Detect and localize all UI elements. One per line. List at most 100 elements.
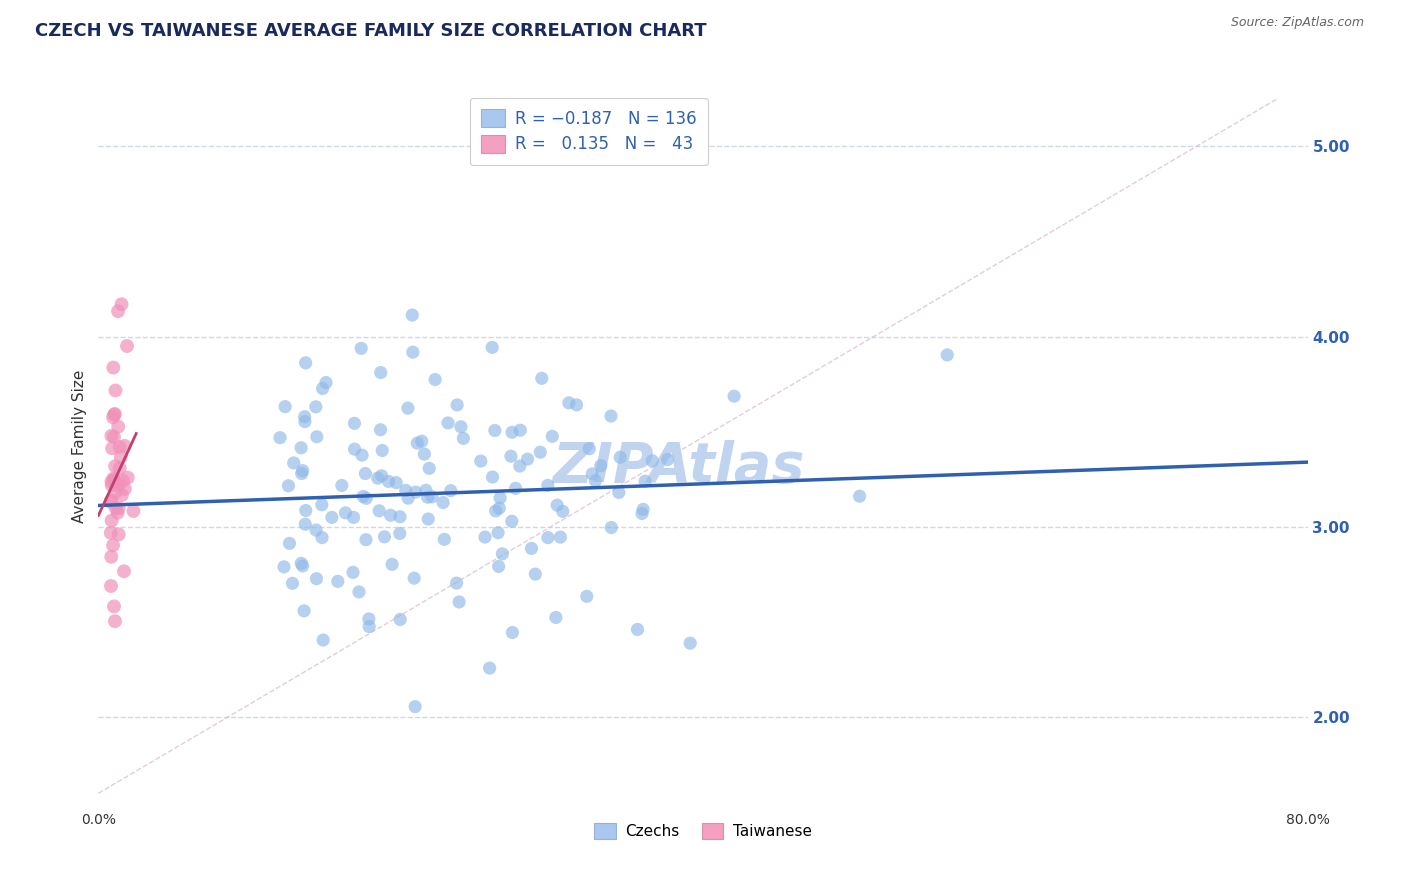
Point (370, 366, 392, 380)
Point (292, 604, 315, 618)
Point (305, 400, 328, 414)
Point (578, 442, 600, 456)
Point (402, 345, 425, 359)
Point (491, 547, 513, 561)
Point (305, 430, 328, 444)
Point (446, 398, 468, 412)
Point (104, 614, 127, 628)
Point (274, 400, 297, 414)
Point (371, 443, 394, 458)
Point (103, 599, 125, 614)
Point (641, 454, 664, 468)
Point (432, 495, 454, 509)
Point (413, 447, 436, 461)
Point (343, 417, 366, 431)
Point (449, 595, 471, 609)
Point (388, 526, 411, 541)
Point (103, 471, 125, 485)
Point (305, 572, 328, 586)
Point (350, 342, 373, 356)
Point (396, 401, 419, 416)
Point (385, 475, 408, 490)
Point (294, 356, 316, 370)
Point (359, 619, 381, 633)
Point (291, 467, 314, 481)
Point (474, 530, 496, 544)
Point (423, 372, 446, 386)
Point (440, 483, 463, 498)
Point (277, 479, 299, 493)
Point (281, 576, 304, 591)
Point (657, 452, 679, 467)
Point (446, 576, 468, 591)
Point (110, 297, 132, 311)
Point (115, 339, 138, 353)
Point (470, 454, 492, 468)
Point (537, 478, 560, 492)
Point (100, 495, 122, 509)
Point (104, 407, 127, 421)
Point (544, 610, 567, 624)
Point (936, 348, 959, 362)
Point (103, 360, 125, 375)
Point (335, 506, 357, 520)
Point (290, 557, 312, 571)
Point (122, 504, 145, 518)
Point (100, 525, 122, 540)
Point (437, 416, 460, 430)
Point (501, 425, 523, 440)
Point (107, 501, 129, 516)
Point (104, 474, 127, 488)
Point (411, 434, 433, 449)
Point (529, 445, 551, 459)
Point (104, 384, 127, 398)
Point (370, 468, 392, 483)
Point (326, 574, 349, 589)
Point (404, 699, 426, 714)
Text: ZIPAtlas: ZIPAtlas (553, 441, 806, 494)
Point (551, 504, 574, 518)
Point (107, 478, 129, 492)
Point (101, 410, 124, 425)
Point (112, 564, 135, 578)
Point (294, 517, 316, 532)
Point (546, 498, 568, 512)
Legend: Czechs, Taiwanese: Czechs, Taiwanese (588, 817, 818, 845)
Point (312, 633, 335, 648)
Point (581, 467, 603, 481)
Point (420, 490, 443, 504)
Point (484, 424, 506, 438)
Point (107, 304, 129, 318)
Point (100, 514, 122, 528)
Point (114, 439, 136, 453)
Point (356, 491, 378, 506)
Point (104, 500, 127, 515)
Y-axis label: Average Family Size: Average Family Size (72, 369, 87, 523)
Point (108, 461, 131, 475)
Point (294, 409, 316, 424)
Point (354, 467, 377, 481)
Point (609, 450, 631, 465)
Point (558, 396, 581, 410)
Point (101, 538, 124, 552)
Point (117, 470, 139, 484)
Point (631, 502, 654, 516)
Point (104, 459, 127, 474)
Point (291, 464, 314, 478)
Point (433, 533, 456, 547)
Point (509, 458, 531, 473)
Point (315, 376, 337, 390)
Point (100, 478, 122, 492)
Point (100, 579, 122, 593)
Point (848, 489, 870, 503)
Point (520, 541, 543, 556)
Point (283, 456, 305, 470)
Point (631, 507, 654, 521)
Point (110, 450, 132, 464)
Point (389, 509, 412, 524)
Point (505, 481, 527, 495)
Point (343, 442, 366, 457)
Point (100, 493, 122, 508)
Point (453, 431, 475, 445)
Point (342, 510, 364, 524)
